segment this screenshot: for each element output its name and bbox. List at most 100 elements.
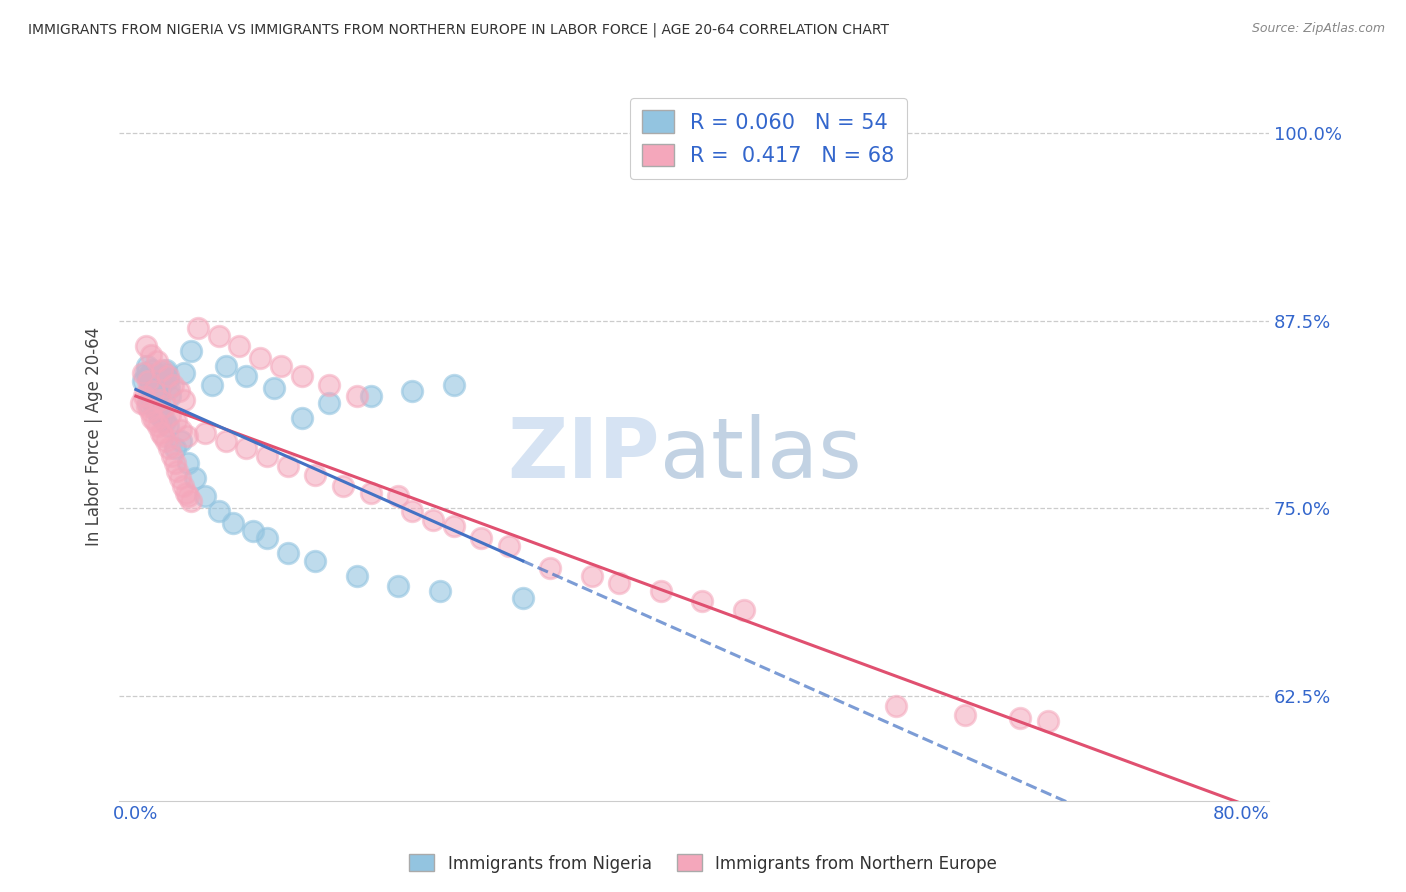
Point: [581, 568, 603, 582]
Point: [141, 363, 163, 377]
Point: [132, 374, 155, 388]
Point: [650, 583, 672, 598]
Point: [215, 359, 238, 373]
Point: [138, 378, 160, 392]
Point: [156, 418, 179, 433]
Point: [136, 374, 159, 388]
Point: [242, 524, 264, 538]
Point: [387, 489, 409, 503]
Point: [733, 603, 755, 617]
Point: [163, 441, 186, 455]
Point: [429, 583, 451, 598]
Point: [150, 363, 173, 377]
Point: [157, 381, 180, 395]
Point: [401, 384, 423, 398]
Point: [304, 553, 326, 567]
Point: [177, 456, 200, 470]
Point: [155, 363, 177, 377]
Point: [134, 388, 156, 402]
Point: [1010, 711, 1032, 725]
Text: atlas: atlas: [659, 415, 862, 495]
Point: [609, 576, 631, 591]
Point: [291, 411, 314, 425]
Text: ZIP: ZIP: [508, 415, 659, 495]
Point: [160, 449, 183, 463]
Point: [291, 369, 314, 384]
Point: [148, 392, 170, 407]
Point: [256, 531, 278, 545]
Point: [360, 486, 382, 500]
Point: [159, 388, 181, 402]
Point: [146, 387, 169, 401]
Y-axis label: In Labor Force | Age 20-64: In Labor Force | Age 20-64: [86, 327, 103, 547]
Point: [138, 403, 160, 417]
Point: [136, 396, 159, 410]
Point: [318, 378, 340, 392]
Point: [176, 429, 198, 443]
Point: [884, 699, 907, 714]
Point: [180, 493, 202, 508]
Point: [148, 408, 170, 422]
Point: [1036, 714, 1059, 728]
Point: [143, 414, 166, 428]
Legend: Immigrants from Nigeria, Immigrants from Northern Europe: Immigrants from Nigeria, Immigrants from…: [402, 847, 1004, 880]
Point: [141, 411, 163, 425]
Point: [139, 372, 162, 386]
Point: [135, 339, 157, 353]
Point: [221, 516, 243, 530]
Point: [346, 388, 368, 402]
Point: [167, 384, 190, 398]
Point: [142, 384, 165, 398]
Point: [142, 399, 165, 413]
Point: [152, 429, 174, 443]
Point: [150, 374, 173, 388]
Point: [136, 369, 159, 384]
Text: IMMIGRANTS FROM NIGERIA VS IMMIGRANTS FROM NORTHERN EUROPE IN LABOR FORCE | AGE : IMMIGRANTS FROM NIGERIA VS IMMIGRANTS FR…: [28, 22, 889, 37]
Point: [184, 471, 207, 485]
Point: [332, 478, 354, 492]
Legend: R = 0.060   N = 54, R =  0.417   N = 68: R = 0.060 N = 54, R = 0.417 N = 68: [630, 98, 907, 178]
Point: [208, 504, 231, 518]
Point: [263, 381, 285, 395]
Point: [142, 369, 165, 384]
Point: [235, 441, 257, 455]
Point: [150, 411, 173, 425]
Point: [146, 418, 169, 433]
Point: [187, 321, 209, 335]
Point: [132, 366, 155, 380]
Point: [215, 434, 238, 448]
Point: [135, 359, 157, 373]
Point: [228, 339, 250, 353]
Point: [208, 328, 231, 343]
Point: [249, 351, 271, 365]
Point: [304, 468, 326, 483]
Point: [149, 425, 172, 440]
Point: [172, 478, 194, 492]
Point: [443, 378, 465, 392]
Point: [143, 375, 166, 389]
Point: [159, 408, 181, 422]
Point: [443, 519, 465, 533]
Point: [538, 561, 561, 575]
Point: [145, 403, 167, 417]
Point: [256, 449, 278, 463]
Point: [153, 399, 176, 413]
Point: [498, 539, 520, 553]
Point: [169, 471, 191, 485]
Point: [163, 456, 186, 470]
Point: [155, 434, 177, 448]
Point: [173, 366, 195, 380]
Point: [180, 343, 202, 358]
Point: [152, 369, 174, 384]
Point: [194, 425, 217, 440]
Point: [156, 369, 179, 384]
Point: [174, 486, 197, 500]
Point: [165, 414, 187, 428]
Point: [277, 458, 299, 473]
Point: [148, 384, 170, 398]
Point: [201, 378, 224, 392]
Point: [318, 396, 340, 410]
Point: [512, 591, 534, 605]
Point: [139, 392, 162, 407]
Point: [166, 464, 188, 478]
